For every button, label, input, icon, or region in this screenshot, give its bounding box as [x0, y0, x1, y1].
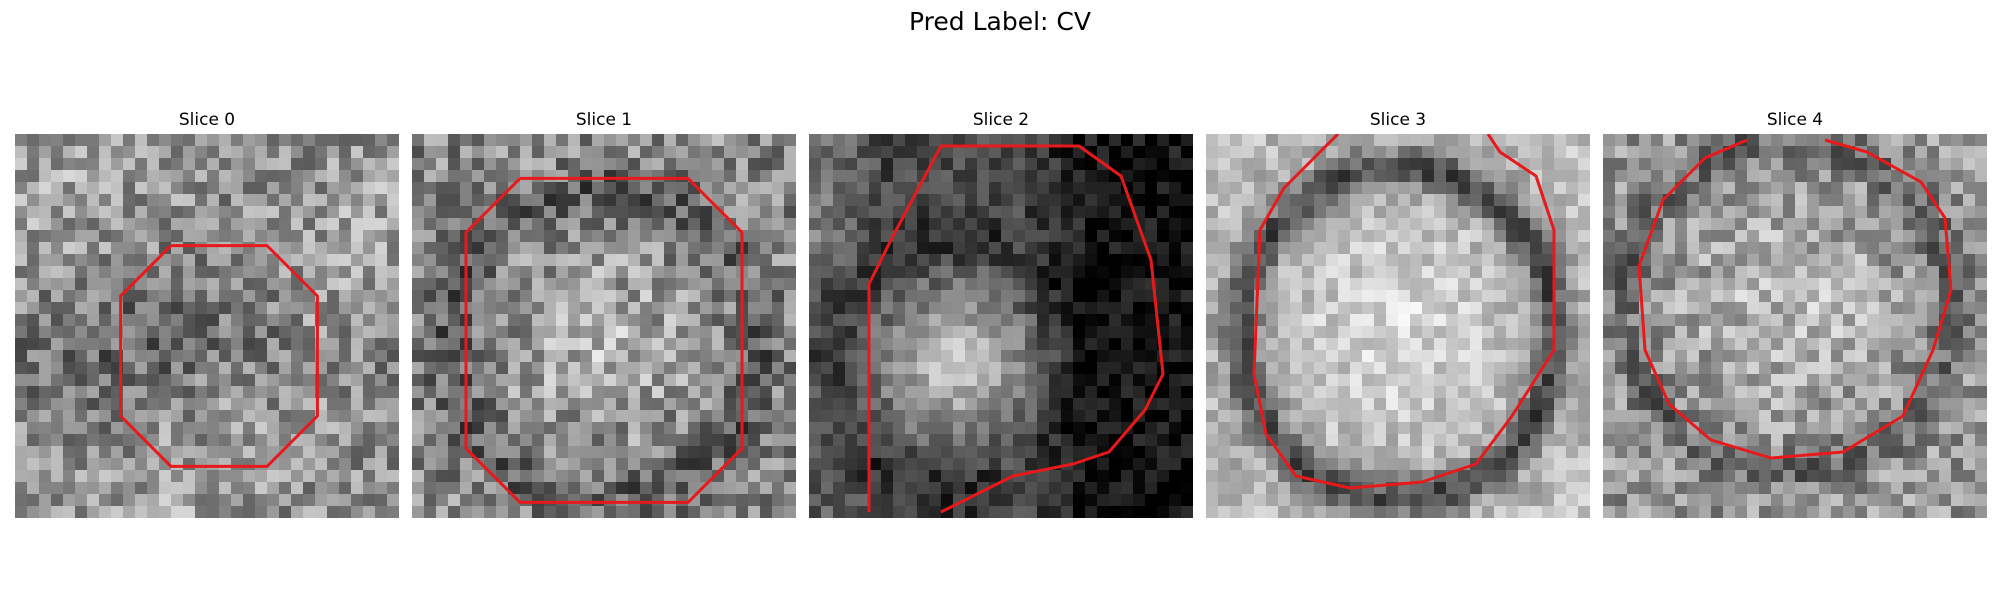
slice-title: Slice 1: [575, 110, 633, 130]
slice-title: Slice 2: [972, 110, 1030, 130]
pixel-grid: [809, 134, 1193, 518]
pixel-grid: [1206, 134, 1590, 518]
figure-title: Pred Label: CV: [909, 7, 1091, 36]
slice-panel-4: Slice 4: [1603, 108, 1987, 518]
mri-slice-image: [412, 134, 796, 518]
segmentation-contour: [464, 176, 744, 504]
mri-slice-image: [809, 134, 1193, 518]
slice-title: Slice 0: [178, 110, 236, 130]
slice-panel-3: Slice 3: [1206, 108, 1590, 518]
slice-title: Slice 4: [1766, 110, 1824, 130]
segmentation-contour: [867, 144, 1165, 514]
pixel-grid: [1603, 134, 1987, 518]
slice-panel-1: Slice 1: [412, 108, 796, 518]
slice-panel-0: Slice 0: [15, 108, 399, 518]
pixel-grid: [412, 134, 796, 518]
segmentation-contour: [119, 244, 319, 468]
mri-slice-image: [1206, 134, 1590, 518]
mri-slice-image: [15, 134, 399, 518]
segmentation-contour: [1252, 134, 1556, 490]
slice-panel-2: Slice 2: [809, 108, 1193, 518]
pixel-grid: [15, 134, 399, 518]
slice-title: Slice 3: [1369, 110, 1427, 130]
segmentation-contour: [1637, 138, 1953, 460]
mri-slice-image: [1603, 134, 1987, 518]
